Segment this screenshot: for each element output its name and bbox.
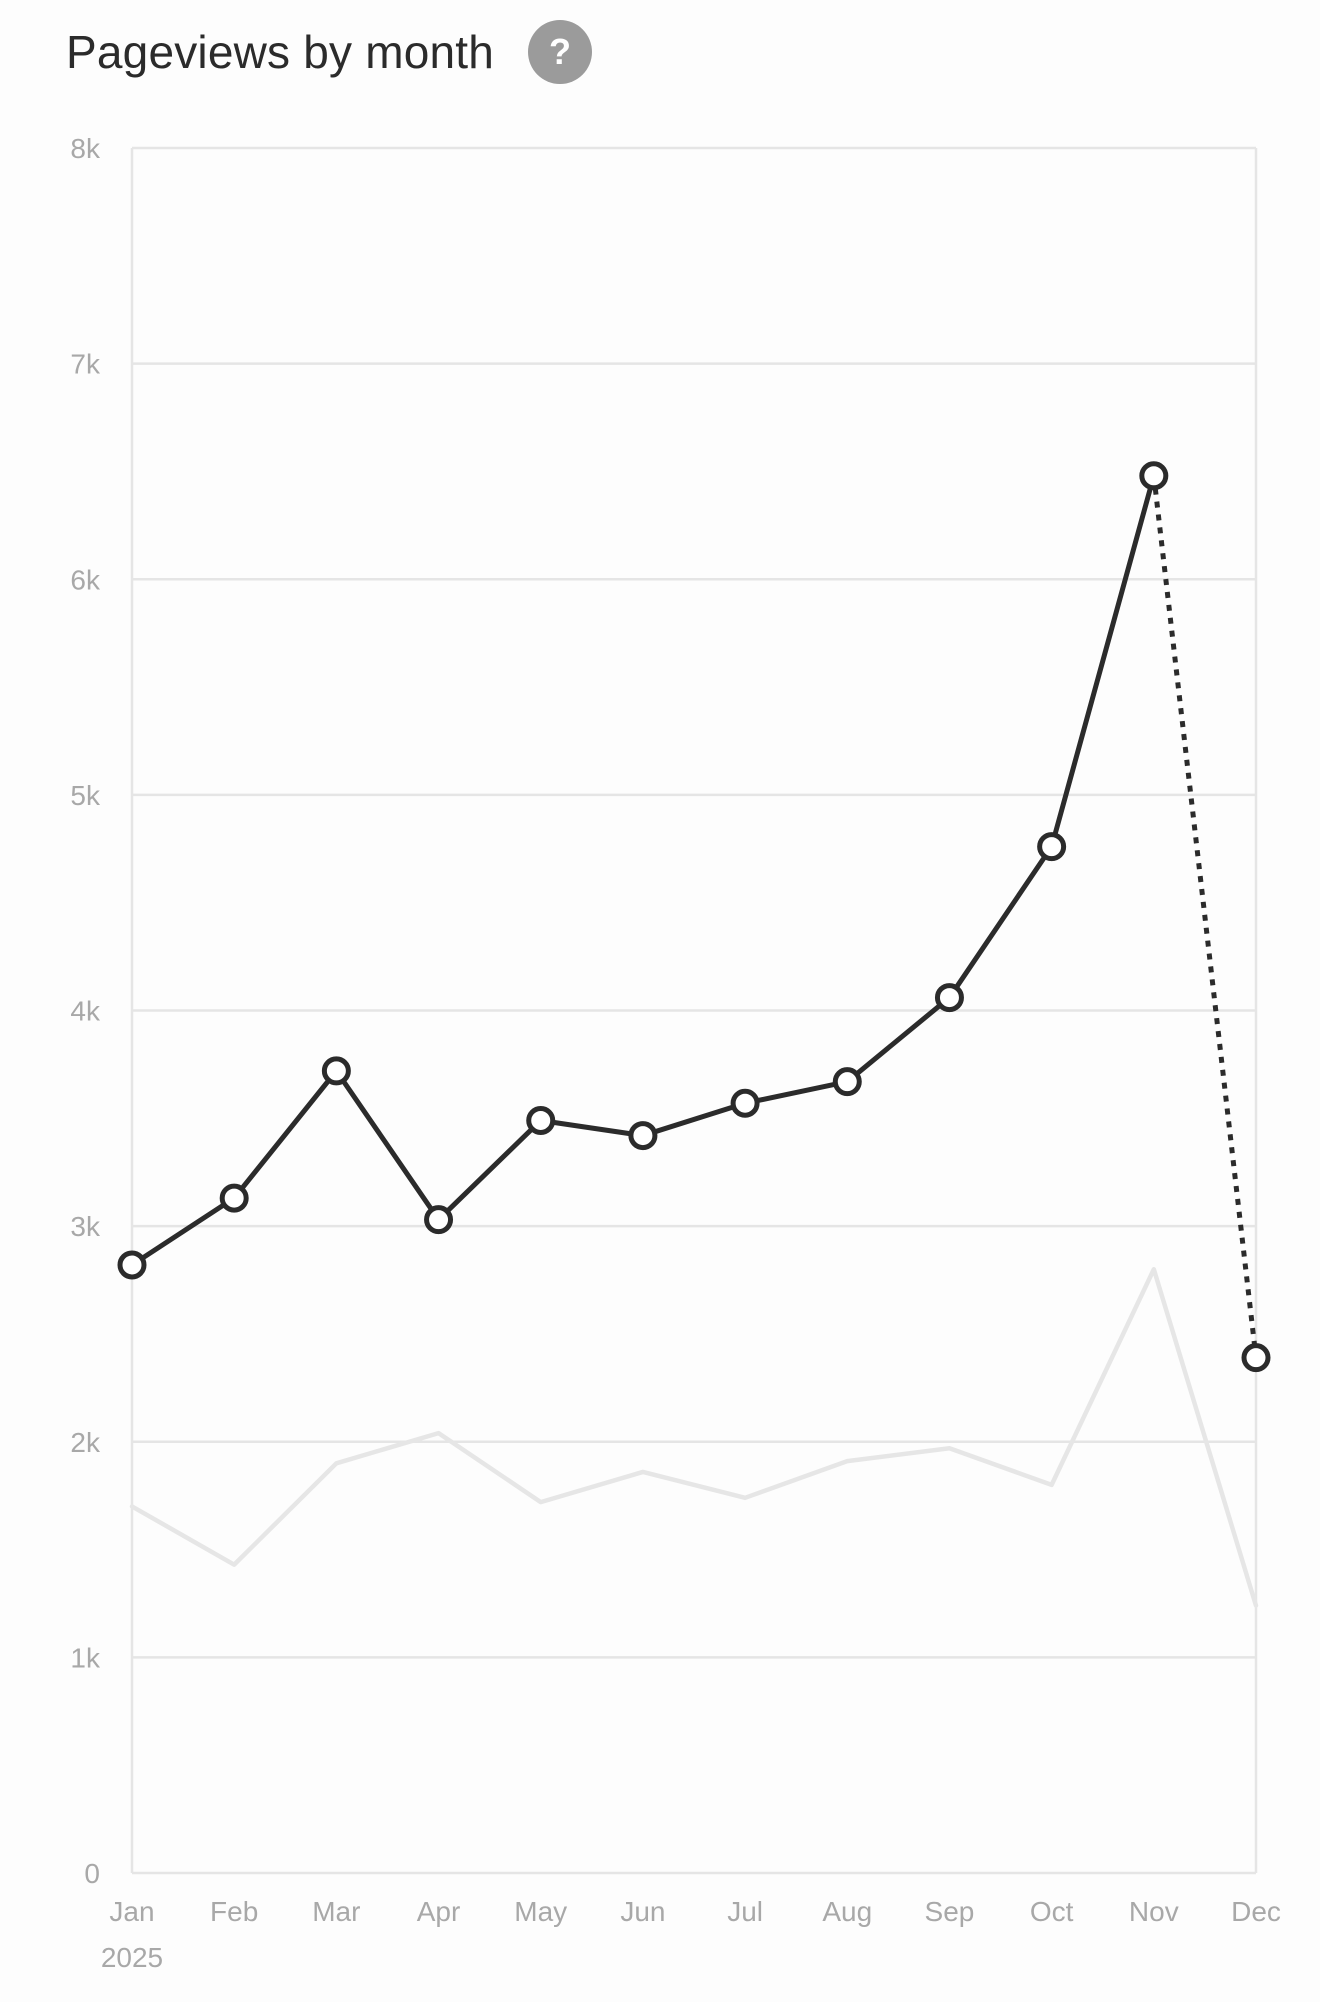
y-tick-label: 2k (70, 1427, 101, 1458)
y-tick-label: 6k (70, 564, 101, 595)
x-year-label: 2025 (101, 1942, 163, 1973)
x-tick-label: Feb (210, 1896, 258, 1927)
x-tick-label: Nov (1129, 1896, 1179, 1927)
x-tick-label: Jul (727, 1896, 763, 1927)
series-line-partial-segment (1151, 475, 1259, 1358)
y-tick-label: 4k (70, 996, 101, 1027)
help-icon[interactable]: ? (528, 20, 593, 84)
x-tick-label: Apr (417, 1896, 461, 1927)
data-point (1139, 461, 1169, 491)
x-tick-label: Jun (620, 1896, 665, 1927)
data-point (219, 1183, 249, 1213)
x-tick-label: Aug (822, 1896, 872, 1927)
y-tick-label: 5k (70, 780, 101, 811)
x-tick-label: Jan (109, 1896, 154, 1927)
y-tick-label: 0 (84, 1858, 100, 1889)
data-point (424, 1205, 454, 1235)
y-tick-label: 1k (70, 1642, 101, 1673)
x-tick-label: Oct (1030, 1896, 1074, 1927)
y-tick-label: 3k (70, 1211, 101, 1242)
x-tick-label: May (514, 1896, 567, 1927)
data-point (832, 1067, 862, 1097)
data-point (1241, 1343, 1271, 1373)
x-tick-label: Sep (925, 1896, 975, 1927)
data-point (730, 1088, 760, 1118)
chart-title: Pageviews by month (66, 26, 495, 78)
chart-header: Pageviews by month ? (66, 20, 593, 84)
data-point (117, 1250, 147, 1280)
y-tick-label: 8k (70, 133, 101, 164)
data-point (1037, 832, 1067, 862)
data-point (526, 1105, 556, 1135)
series-line-comparison (129, 1267, 1259, 1608)
data-point (628, 1121, 658, 1151)
data-point (321, 1056, 351, 1086)
x-tick-label: Dec (1231, 1896, 1281, 1927)
x-tick-label: Mar (312, 1896, 360, 1927)
y-tick-label: 7k (70, 349, 101, 380)
data-point (934, 983, 964, 1013)
